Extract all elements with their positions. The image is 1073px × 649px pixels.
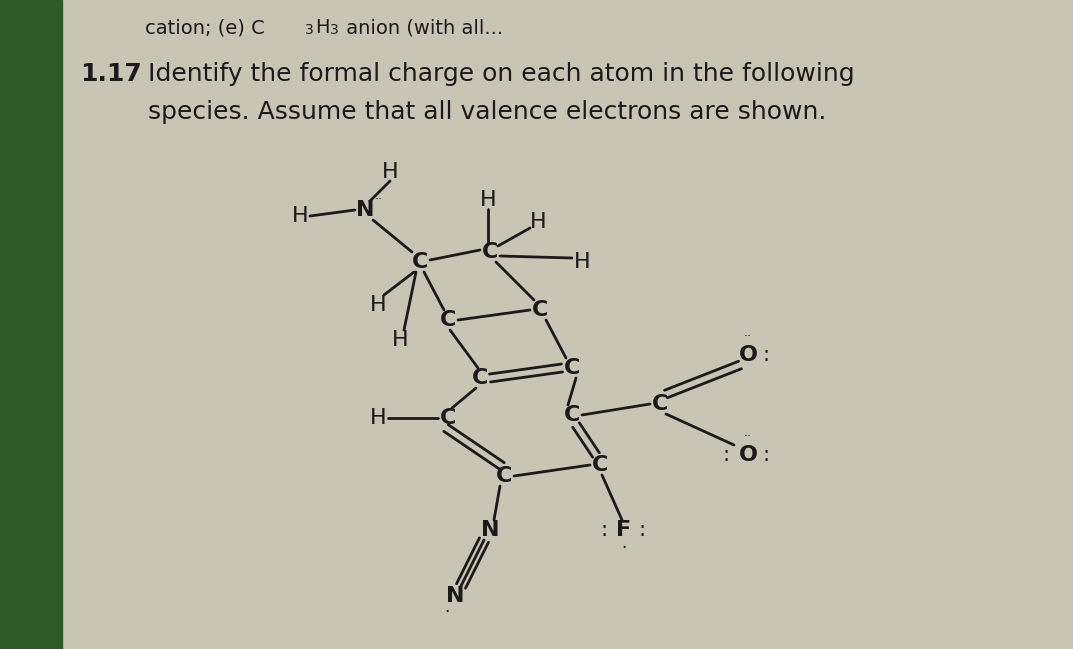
Text: H: H <box>370 295 386 315</box>
Text: 3: 3 <box>305 23 313 37</box>
Text: ··: ·· <box>374 193 383 206</box>
Text: H: H <box>292 206 308 226</box>
Text: H: H <box>382 162 398 182</box>
Text: ·: · <box>621 539 627 557</box>
Text: O: O <box>738 345 758 365</box>
Text: C: C <box>532 300 548 320</box>
Text: ··: ·· <box>744 330 752 343</box>
Text: N: N <box>481 520 499 540</box>
Text: H: H <box>530 212 546 232</box>
Text: H: H <box>574 252 590 272</box>
Text: 3: 3 <box>330 23 339 37</box>
Text: H: H <box>370 408 386 428</box>
Text: C: C <box>440 408 456 428</box>
Text: C: C <box>651 394 668 414</box>
Text: Identify the formal charge on each atom in the following: Identify the formal charge on each atom … <box>148 62 854 86</box>
Text: O: O <box>738 445 758 465</box>
Text: C: C <box>563 405 580 425</box>
Text: :: : <box>763 445 769 465</box>
Bar <box>0 0 62 649</box>
Text: C: C <box>472 368 488 388</box>
Text: 1.17: 1.17 <box>80 62 142 86</box>
Text: :: : <box>722 445 730 465</box>
Text: cation; (e) C: cation; (e) C <box>145 18 265 37</box>
Text: :: : <box>601 520 607 540</box>
Text: C: C <box>592 455 608 475</box>
Text: anion (with all...: anion (with all... <box>340 18 503 37</box>
Text: ··: ·· <box>744 430 752 443</box>
Text: C: C <box>563 358 580 378</box>
Text: :: : <box>638 520 646 540</box>
Text: F: F <box>616 520 632 540</box>
Text: H: H <box>315 18 329 37</box>
Text: species. Assume that all valence electrons are shown.: species. Assume that all valence electro… <box>148 100 826 124</box>
Text: C: C <box>412 252 428 272</box>
Text: ·: · <box>444 603 450 621</box>
Text: N: N <box>445 586 465 606</box>
Text: H: H <box>392 330 409 350</box>
Text: H: H <box>480 190 497 210</box>
Text: C: C <box>482 242 498 262</box>
Text: C: C <box>496 466 512 486</box>
Text: :: : <box>763 345 769 365</box>
Text: N: N <box>356 200 374 220</box>
Text: C: C <box>440 310 456 330</box>
